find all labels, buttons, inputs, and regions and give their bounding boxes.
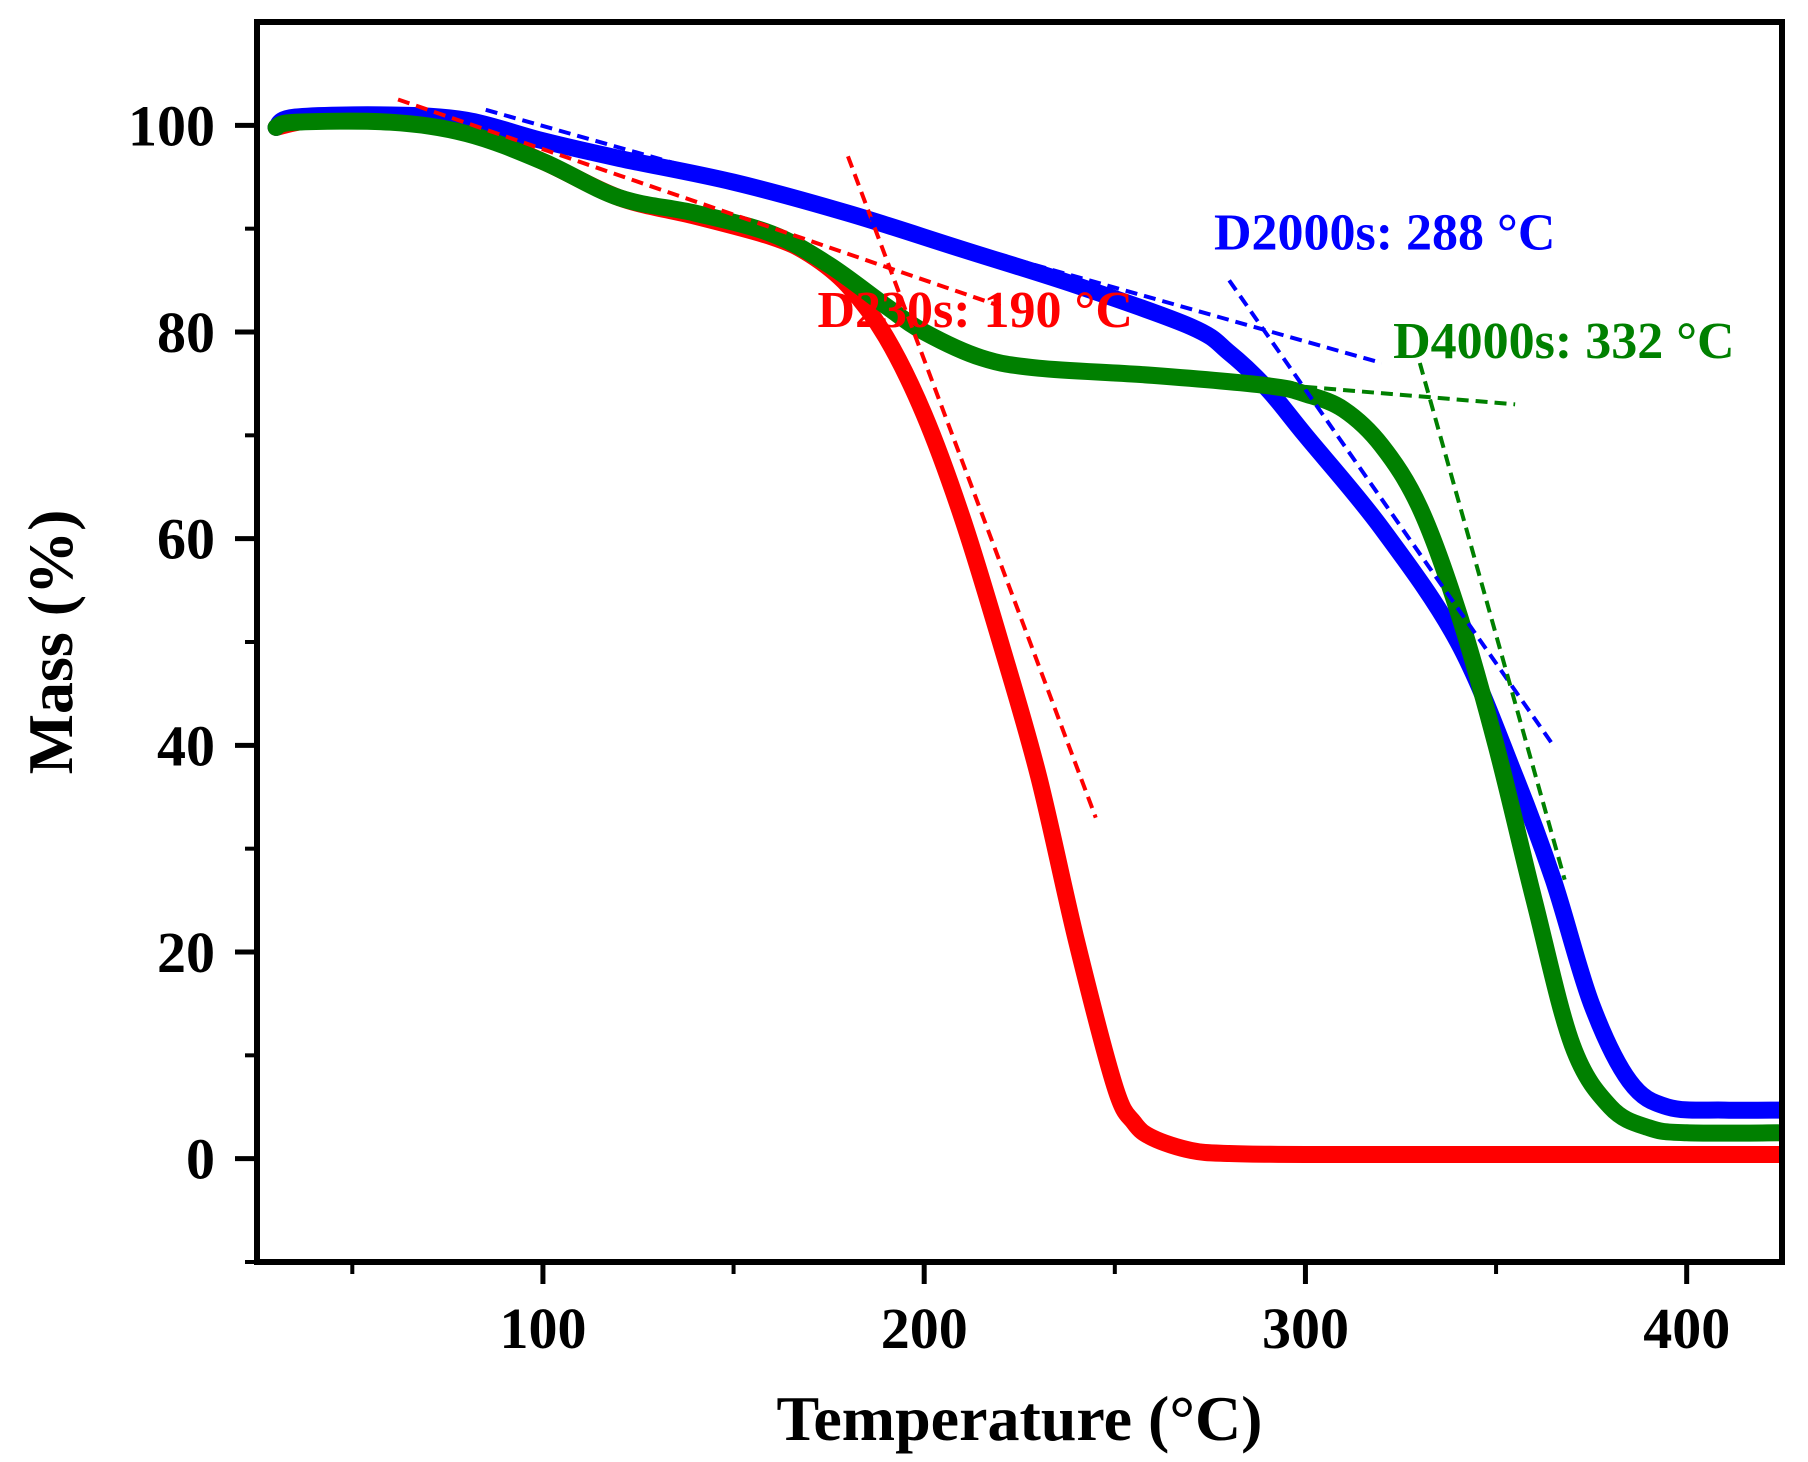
- tick-layer: [235, 122, 1690, 1284]
- tangent-line-d4000s-5: [1417, 362, 1567, 881]
- x-tick-label-400: 400: [1643, 1296, 1730, 1361]
- y-tick-label-60: 60: [157, 507, 215, 572]
- x-tick-label-300: 300: [1262, 1296, 1349, 1361]
- x-axis-title: Temperature (°C): [777, 1383, 1263, 1454]
- annotation-2: D4000s: 332 °C: [1393, 313, 1734, 370]
- y-tick-label-20: 20: [157, 920, 215, 985]
- y-tick-label-100: 100: [128, 93, 215, 158]
- y-tick-label-80: 80: [157, 300, 215, 365]
- x-tick-label-200: 200: [881, 1296, 968, 1361]
- series-layer: [267, 106, 1782, 1164]
- tangent-line-d230s-0: [397, 97, 1002, 309]
- tangent-line-d2000s-2: [485, 107, 1383, 365]
- annotation-layer: D230s: 190 °C D2000s: 288 °C D4000s: 332 °…: [817, 204, 1734, 370]
- series-line-d2000s: [267, 106, 1782, 1119]
- tangent-line-d230s-1: [846, 155, 1098, 819]
- label-layer: 100 200 300 400 0 20 40 60 80 100: [128, 93, 1730, 1361]
- annotation-0: D230s: 190 °C: [817, 282, 1132, 339]
- tangent-layer: [397, 97, 1567, 881]
- y-axis-title: Mass (%): [15, 510, 86, 775]
- x-tick-label-100: 100: [499, 1296, 586, 1361]
- y-tick-label-40: 40: [157, 713, 215, 778]
- tangent-line-d4000s-4: [1267, 381, 1516, 407]
- series-line-d4000s: [267, 112, 1782, 1142]
- y-tick-label-0: 0: [186, 1127, 215, 1192]
- annotation-1: D2000s: 288 °C: [1214, 204, 1555, 261]
